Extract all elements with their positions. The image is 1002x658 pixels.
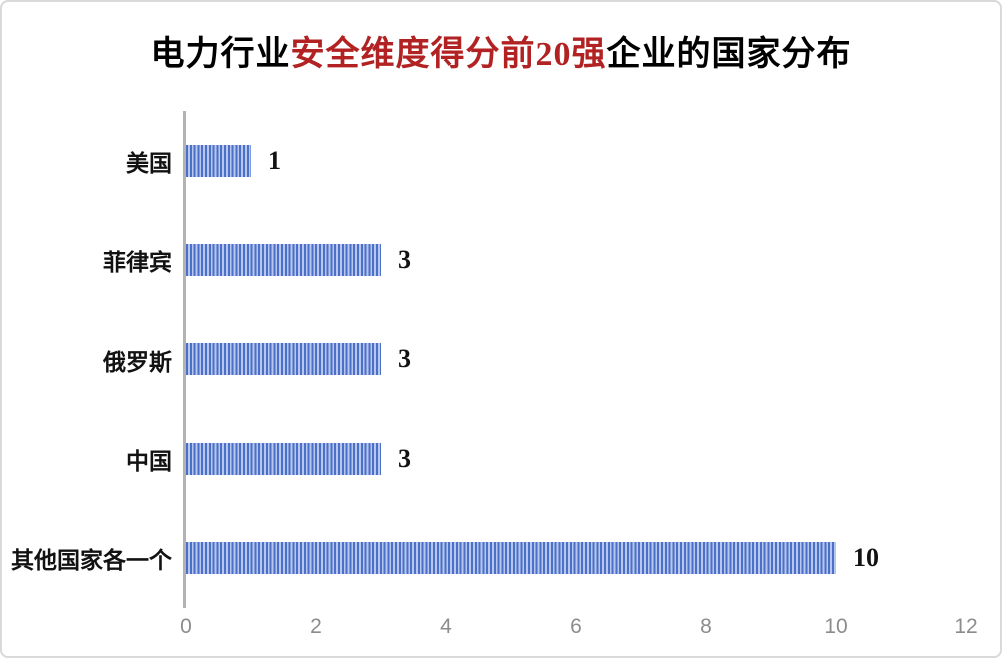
x-tick-label: 12	[954, 615, 978, 638]
x-tick-label: 0	[180, 615, 192, 638]
title-part-red: 安全维度得分前20强	[290, 36, 607, 73]
y-axis-line	[183, 111, 186, 608]
bar-usa	[186, 144, 251, 177]
title-part-black-right: 企业的国家分布	[606, 36, 852, 73]
title-part-black-left: 电力行业	[150, 36, 291, 73]
x-tick-label: 6	[570, 615, 582, 638]
plot-area: 1 3 3 3 10	[186, 111, 966, 608]
bar-value-label: 10	[853, 543, 879, 573]
category-label-other-countries: 其他国家各一个	[11, 548, 172, 574]
category-label-philippines: 菲律宾	[103, 250, 172, 276]
x-axis: 0 2 4 6 8 10 12	[180, 615, 978, 645]
bar-value-label: 3	[398, 344, 411, 374]
x-tick-label: 10	[824, 615, 848, 638]
bar-value-label: 1	[267, 145, 281, 175]
category-axis: 美国 菲律宾 俄罗斯 中国 其他国家各一个	[10, 111, 172, 608]
category-label-russia: 俄罗斯	[103, 349, 172, 375]
x-tick-label: 4	[440, 615, 452, 638]
bar-row: 3	[186, 210, 966, 309]
x-tick-label: 8	[700, 615, 712, 638]
bar-row: 10	[186, 509, 966, 608]
bar-row: 3	[186, 310, 966, 409]
bar-row: 3	[186, 409, 966, 508]
bar-row: 1	[186, 111, 966, 210]
bar-china	[186, 442, 381, 475]
chart-title: 电力行业安全维度得分前20强企业的国家分布	[2, 26, 1000, 75]
bar-philippines	[186, 244, 381, 277]
bar-russia	[186, 343, 381, 376]
bar-other-countries	[186, 542, 836, 575]
bar-value-label: 3	[398, 245, 411, 275]
x-tick-label: 2	[310, 615, 322, 638]
category-label-usa: 美国	[126, 150, 172, 176]
bar-value-label: 3	[398, 443, 411, 473]
category-label-china: 中国	[126, 448, 172, 474]
